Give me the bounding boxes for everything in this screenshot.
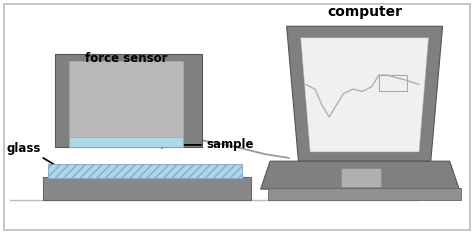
Bar <box>43 176 251 200</box>
Bar <box>55 54 201 147</box>
Polygon shape <box>301 38 428 152</box>
Bar <box>69 137 182 147</box>
Text: glass: glass <box>6 142 41 155</box>
Bar <box>341 168 381 187</box>
Bar <box>69 61 182 138</box>
Polygon shape <box>261 161 459 189</box>
Text: computer: computer <box>327 5 402 19</box>
Bar <box>268 188 462 200</box>
Text: sample: sample <box>206 139 254 151</box>
Bar <box>48 165 242 178</box>
Text: force sensor: force sensor <box>85 52 167 65</box>
Polygon shape <box>287 26 443 161</box>
